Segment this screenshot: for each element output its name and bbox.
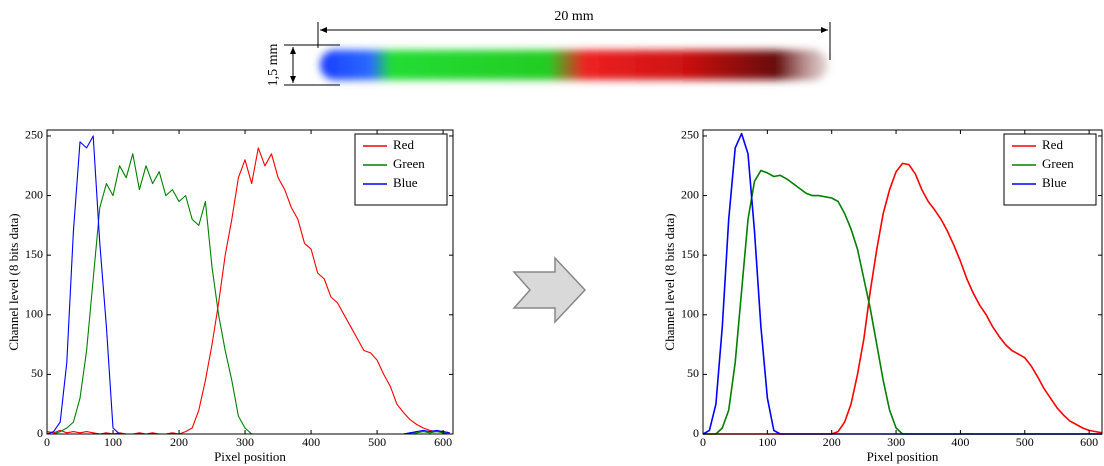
data-line [703,169,1102,435]
length-label: 20 mm [554,9,593,24]
x-tick-label: 300 [236,435,254,449]
y-tick-label: 100 [681,307,699,321]
x-axis-label: Pixel position [214,449,286,464]
y-tick-label: 200 [681,187,699,201]
y-tick-label: 50 [31,366,43,380]
legend-label: Green [393,156,425,171]
y-tick-label: 100 [25,307,43,321]
x-tick-label: 400 [302,435,320,449]
y-tick-label: 150 [681,247,699,261]
x-axis-label: Pixel position [867,449,939,464]
x-tick-label: 100 [104,435,122,449]
y-tick-label: 150 [25,247,43,261]
y-axis-label: Channel level (8 bits data) [662,213,677,350]
x-tick-label: 200 [170,435,188,449]
x-tick-label: 0 [44,435,50,449]
x-tick-label: 600 [1080,435,1098,449]
legend-label: Red [393,137,414,152]
y-tick-label: 200 [25,187,43,201]
x-tick-label: 0 [700,435,706,449]
x-tick-label: 200 [823,435,841,449]
y-tick-label: 0 [37,426,43,440]
beam-image [320,50,828,80]
y-tick-label: 50 [687,366,699,380]
y-axis-label: Channel level (8 bits data) [6,213,21,350]
x-tick-label: 400 [951,435,969,449]
y-tick-label: 250 [25,128,43,142]
x-tick-label: 600 [434,435,452,449]
process-arrow [512,256,587,324]
x-tick-label: 300 [887,435,905,449]
legend-label: Green [1042,156,1074,171]
legend-label: Blue [393,175,418,190]
y-tick-label: 0 [693,426,699,440]
legend-label: Red [1042,137,1063,152]
y-tick-label: 250 [681,128,699,142]
x-tick-label: 500 [1016,435,1034,449]
plot-frame [46,129,454,435]
legend-label: Blue [1042,175,1067,190]
x-tick-label: 100 [758,435,776,449]
plot-frame [702,129,1103,435]
x-tick-label: 500 [368,435,386,449]
width-label: 1,5 mm [266,44,281,87]
